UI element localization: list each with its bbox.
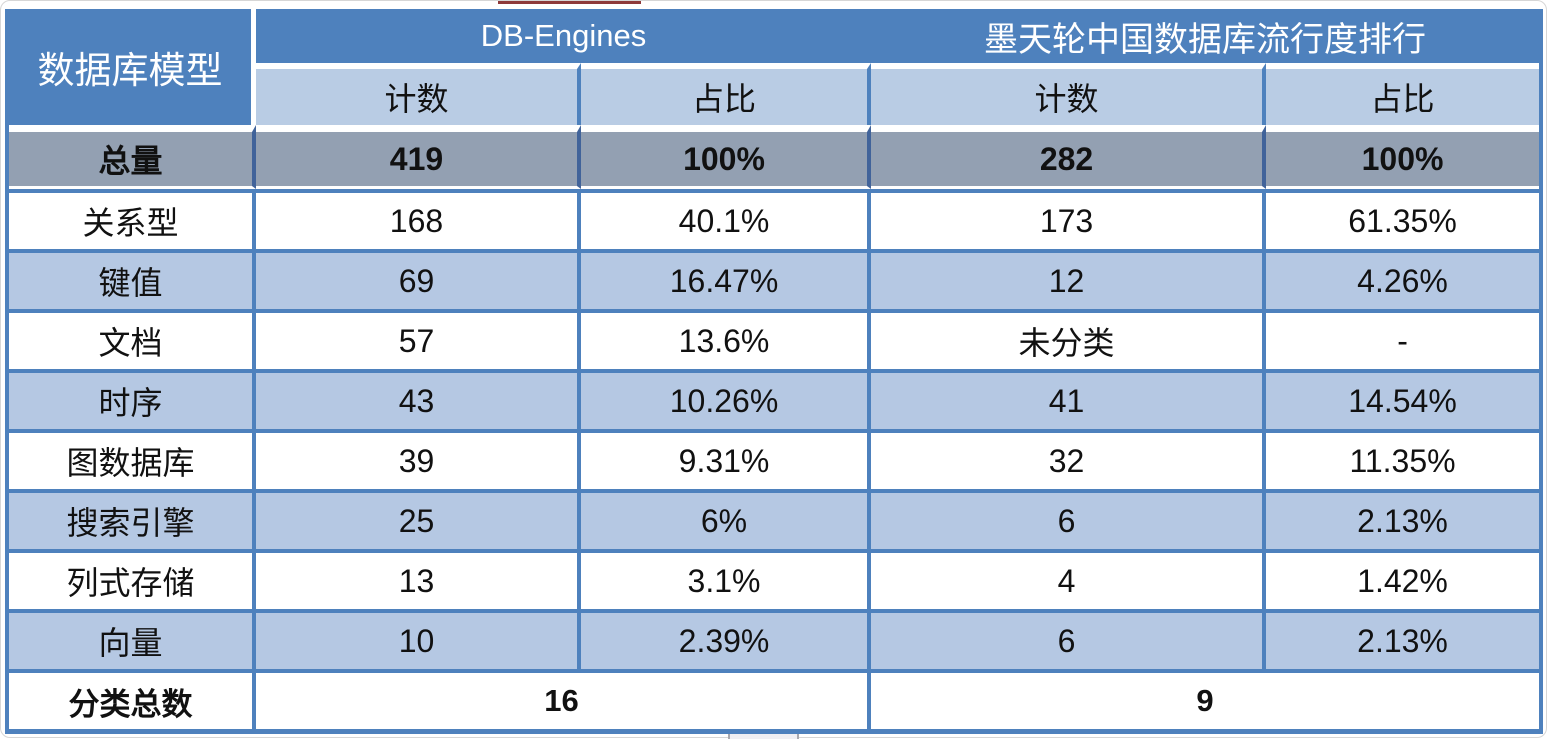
share-cell: 10.26% bbox=[581, 369, 872, 429]
table-row: 图数据库 39 9.31% 32 11.35% bbox=[9, 429, 1540, 489]
subheader-share-db: 占比 bbox=[581, 63, 872, 125]
header-group-motianlun: 墨天轮中国数据库流行度排行 bbox=[871, 9, 1540, 63]
count-cell: 168 bbox=[256, 189, 581, 249]
share-cell: - bbox=[1266, 309, 1540, 369]
count-cell: 未分类 bbox=[871, 309, 1267, 369]
database-model-comparison-table: 数据库模型 DB-Engines 墨天轮中国数据库流行度排行 计数 占比 计数 … bbox=[5, 9, 1544, 734]
count-cell: 12 bbox=[871, 249, 1267, 309]
table-row: 搜索引擎 25 6% 6 2.13% bbox=[9, 489, 1540, 549]
row-label-cell: 列式存储 bbox=[9, 549, 256, 609]
table-row: 向量 10 2.39% 6 2.13% bbox=[9, 609, 1540, 669]
count-cell: 43 bbox=[256, 369, 581, 429]
count-cell: 419 bbox=[256, 125, 581, 189]
share-cell: 40.1% bbox=[581, 189, 872, 249]
table-row: 时序 43 10.26% 41 14.54% bbox=[9, 369, 1540, 429]
count-cell: 6 bbox=[871, 609, 1267, 669]
row-label-cell: 向量 bbox=[9, 609, 256, 669]
subheader-count-db: 计数 bbox=[256, 63, 581, 125]
share-cell: 4.26% bbox=[1266, 249, 1540, 309]
share-cell: 2.13% bbox=[1266, 489, 1540, 549]
total-row: 总量 419 100% 282 100% bbox=[9, 125, 1540, 189]
table-row: 列式存储 13 3.1% 4 1.42% bbox=[9, 549, 1540, 609]
count-cell: 13 bbox=[256, 549, 581, 609]
share-cell: 11.35% bbox=[1266, 429, 1540, 489]
row-label-cell: 时序 bbox=[9, 369, 256, 429]
count-cell: 6 bbox=[871, 489, 1267, 549]
footer-row: 分类总数 16 9 bbox=[9, 669, 1540, 729]
count-cell: 41 bbox=[871, 369, 1267, 429]
share-cell: 13.6% bbox=[581, 309, 872, 369]
share-cell: 100% bbox=[581, 125, 872, 189]
share-cell: 14.54% bbox=[1266, 369, 1540, 429]
header-db-model: 数据库模型 bbox=[9, 9, 256, 125]
count-cell: 32 bbox=[871, 429, 1267, 489]
share-cell: 2.39% bbox=[581, 609, 872, 669]
share-cell: 6% bbox=[581, 489, 872, 549]
row-label-cell: 图数据库 bbox=[9, 429, 256, 489]
cropped-text-artifact bbox=[498, 1, 641, 4]
row-label-cell: 总量 bbox=[9, 125, 256, 189]
count-cell: 39 bbox=[256, 429, 581, 489]
count-cell: 25 bbox=[256, 489, 581, 549]
share-cell: 2.13% bbox=[1266, 609, 1540, 669]
scrollbar-thumb[interactable] bbox=[728, 734, 799, 739]
row-label-cell: 搜索引擎 bbox=[9, 489, 256, 549]
share-cell: 16.47% bbox=[581, 249, 872, 309]
share-cell: 9.31% bbox=[581, 429, 872, 489]
share-cell: 61.35% bbox=[1266, 189, 1540, 249]
share-cell: 100% bbox=[1266, 125, 1540, 189]
footer-mtl-total: 9 bbox=[871, 669, 1540, 729]
header-row-groups: 数据库模型 DB-Engines 墨天轮中国数据库流行度排行 bbox=[9, 9, 1540, 125]
subheader-share-mtl: 占比 bbox=[1266, 63, 1540, 125]
row-label-cell: 文档 bbox=[9, 309, 256, 369]
count-cell: 10 bbox=[256, 609, 581, 669]
header-group-db-engines: DB-Engines bbox=[256, 9, 872, 63]
row-label-cell: 键值 bbox=[9, 249, 256, 309]
footer-db-total: 16 bbox=[256, 669, 872, 729]
table-row: 关系型 168 40.1% 173 61.35% bbox=[9, 189, 1540, 249]
table-row: 文档 57 13.6% 未分类 - bbox=[9, 309, 1540, 369]
share-cell: 3.1% bbox=[581, 549, 872, 609]
row-label-cell: 关系型 bbox=[9, 189, 256, 249]
header-row-subheaders: 计数 占比 计数 占比 bbox=[9, 63, 1540, 125]
footer-label: 分类总数 bbox=[9, 669, 256, 729]
count-cell: 4 bbox=[871, 549, 1267, 609]
count-cell: 282 bbox=[871, 125, 1267, 189]
count-cell: 173 bbox=[871, 189, 1267, 249]
count-cell: 69 bbox=[256, 249, 581, 309]
count-cell: 57 bbox=[256, 309, 581, 369]
table-row: 键值 69 16.47% 12 4.26% bbox=[9, 249, 1540, 309]
share-cell: 1.42% bbox=[1266, 549, 1540, 609]
subheader-count-mtl: 计数 bbox=[871, 63, 1267, 125]
